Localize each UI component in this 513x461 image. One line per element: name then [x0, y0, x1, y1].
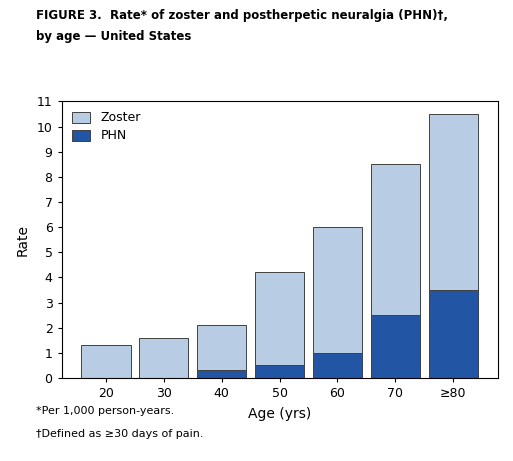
Bar — [371, 164, 420, 315]
Bar — [428, 290, 478, 378]
Bar — [82, 345, 131, 378]
Text: †Defined as ≥30 days of pain.: †Defined as ≥30 days of pain. — [36, 429, 204, 439]
Text: FIGURE 3.  Rate* of zoster and postherpetic neuralgia (PHN)†,: FIGURE 3. Rate* of zoster and postherpet… — [36, 9, 448, 22]
X-axis label: Age (yrs): Age (yrs) — [248, 407, 311, 421]
Legend: Zoster, PHN: Zoster, PHN — [68, 108, 145, 146]
Text: *Per 1,000 person-years.: *Per 1,000 person-years. — [36, 406, 174, 416]
Bar — [139, 338, 188, 378]
Text: by age — United States: by age — United States — [36, 30, 191, 43]
Bar — [197, 325, 246, 371]
Y-axis label: Rate: Rate — [16, 224, 30, 256]
Bar — [255, 272, 304, 366]
Bar — [255, 366, 304, 378]
Bar — [371, 315, 420, 378]
Bar — [197, 371, 246, 378]
Bar — [313, 227, 362, 353]
Bar — [313, 353, 362, 378]
Bar — [428, 114, 478, 290]
